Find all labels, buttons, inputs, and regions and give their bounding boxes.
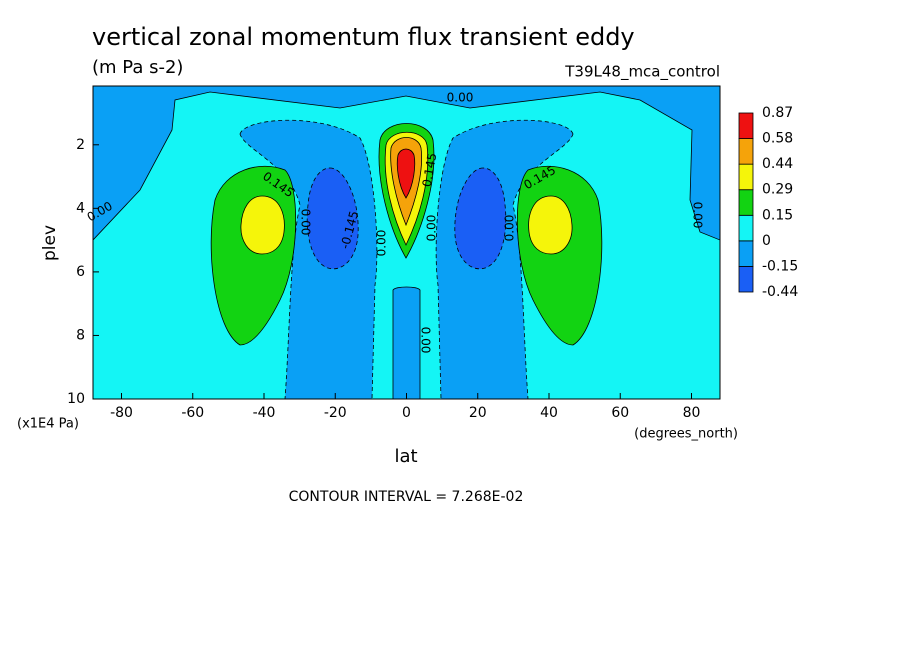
contour-label: 0.00 (375, 230, 389, 257)
x-tick-label: 60 (611, 405, 629, 421)
contour-label: 0.00 (419, 327, 433, 354)
x-units: (degrees_north) (634, 427, 738, 442)
y-tick-label: 2 (76, 137, 85, 153)
colorbar-box (738, 138, 754, 165)
colorbar-box (738, 240, 754, 267)
colorbar-label: 0.44 (762, 156, 793, 172)
colorbar-label: 0.87 (762, 105, 793, 121)
contour-label: 0.00 (299, 209, 313, 236)
contour-label: 0.00 (447, 91, 474, 105)
chart-subtitle: (m Pa s-2) (92, 57, 183, 78)
contour-label: 0.00 (503, 215, 517, 242)
contour-label: 0.145 (420, 152, 440, 188)
contour-label: 0.00 (691, 202, 705, 229)
contour-region (528, 195, 573, 255)
x-tick-label: -20 (324, 405, 347, 421)
colorbar-label: -0.44 (762, 284, 798, 300)
colorbar-label: 0.15 (762, 207, 793, 223)
contour-region (454, 167, 507, 270)
colorbar-box (738, 112, 754, 139)
contour-region (93, 86, 720, 241)
dataset-label: T39L48_mca_control (564, 63, 720, 82)
colorbar-box (738, 189, 754, 216)
x-tick-label: -40 (253, 405, 276, 421)
colorbar-box (738, 163, 754, 191)
y-tick-label: 6 (76, 264, 85, 280)
y-tick-label: 4 (76, 200, 85, 216)
colorbar-box (738, 214, 754, 242)
contour-label: 0.00 (425, 215, 439, 242)
x-tick-label: -80 (110, 405, 133, 421)
colorbar-label: 0 (762, 233, 771, 249)
x-tick-label: 0 (402, 405, 411, 421)
x-tick-label: 80 (683, 405, 701, 421)
contour-region (392, 286, 421, 399)
footer: CONTOUR INTERVAL = 7.268E-02 (289, 489, 524, 505)
contour-fill (93, 86, 720, 399)
contour-region (240, 195, 285, 255)
chart-title: vertical zonal momentum flux transient e… (92, 23, 635, 51)
contour-region (306, 167, 359, 270)
x-tick-label: -60 (181, 405, 204, 421)
x-tick-label: 40 (540, 405, 558, 421)
contour-region (396, 148, 416, 199)
colorbar-box (738, 266, 754, 293)
y-tick-label: 8 (76, 327, 85, 343)
y-units: (x1E4 Pa) (17, 417, 79, 432)
colorbar-label: 0.29 (762, 182, 793, 198)
x-tick-label: 20 (469, 405, 487, 421)
y-tick-label: 10 (67, 391, 85, 407)
colorbar-label: 0.58 (762, 131, 793, 147)
colorbar-label: -0.15 (762, 258, 798, 274)
x-axis-label: lat (394, 446, 417, 467)
y-axis-label: plev (40, 225, 60, 261)
